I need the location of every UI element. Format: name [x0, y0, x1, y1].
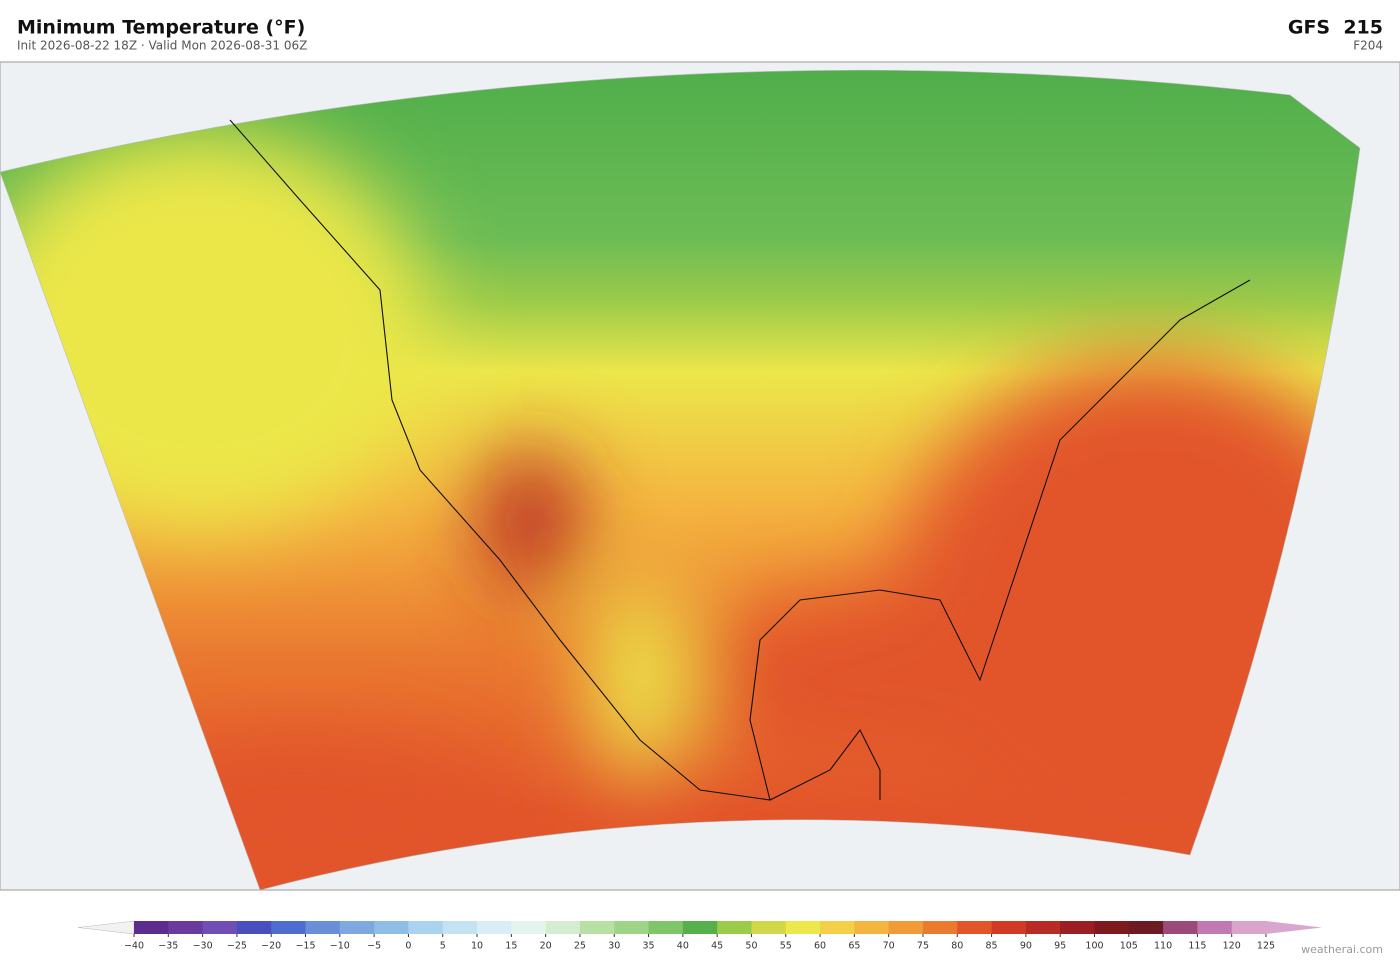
colorbar-tick-label: −25: [227, 941, 247, 952]
colorbar-tick-label: 120: [1223, 941, 1241, 952]
colorbar-bin: [442, 921, 478, 934]
colorbar-tick-label: 115: [1188, 941, 1206, 952]
colorbar-tick-label: 80: [951, 941, 963, 952]
colorbar-tick-label: 95: [1054, 941, 1066, 952]
forecast-hour: F204: [1353, 39, 1383, 53]
colorbar-bin: [511, 921, 547, 934]
colorbar-tick-label: 35: [642, 941, 654, 952]
colorbar-bin: [1197, 921, 1233, 934]
colorbar-tick-label: −20: [261, 941, 281, 952]
colorbar-bin: [854, 921, 890, 934]
credit: weatherai.com: [1301, 943, 1383, 956]
colorbar-bin: [202, 921, 238, 934]
colorbar-bin: [614, 921, 650, 934]
colorbar-bin: [751, 921, 787, 934]
colorbar-extend-high: [1266, 921, 1322, 934]
colorbar-tick-label: 45: [711, 941, 723, 952]
colorbar-bin: [648, 921, 684, 934]
colorbar-tick-label: 15: [505, 941, 517, 952]
colorbar-tick-label: −10: [330, 941, 350, 952]
coastline: [229, 119, 1251, 801]
colorbar-bin: [957, 921, 993, 934]
colorbar-tick-label: 20: [540, 941, 552, 952]
colorbar-tick-label: 110: [1154, 941, 1172, 952]
colorbar-bin: [682, 921, 718, 934]
colorbar-bin: [579, 921, 615, 934]
colorbar-bin: [477, 921, 512, 934]
colorbar-tick-label: −5: [367, 941, 381, 952]
colorbar-bin: [1094, 921, 1130, 934]
colorbar-tick-label: 100: [1085, 941, 1103, 952]
colorbar-bin: [134, 921, 169, 934]
colorbar-bin: [888, 921, 924, 934]
colorbar-tick-label: 85: [986, 941, 998, 952]
colorbar-bin: [545, 921, 581, 934]
colorbar-tick-label: 75: [917, 941, 929, 952]
colorbar-bin: [408, 921, 444, 934]
colorbar-bin: [1231, 921, 1267, 934]
colorbar-tick-label: 60: [814, 941, 826, 952]
colorbar-bin: [1060, 921, 1095, 934]
colorbar-tick-label: −15: [295, 941, 315, 952]
colorbar-tick-label: 65: [848, 941, 860, 952]
colorbar-tick-label: 30: [608, 941, 620, 952]
colorbar-tick-label: 50: [745, 941, 757, 952]
colorbar-bin: [922, 921, 958, 934]
colorbar-tick-label: 70: [883, 941, 895, 952]
colorbar-bin: [991, 921, 1027, 934]
title: Minimum Temperature (°F): [17, 17, 305, 39]
colorbar-bin: [236, 921, 272, 934]
colorbar-tick-label: 55: [780, 941, 792, 952]
colorbar-tick-label: −35: [158, 941, 178, 952]
colorbar-bin: [374, 921, 409, 934]
colorbar-bin: [271, 921, 307, 934]
colorbar-tick-label: 105: [1120, 941, 1138, 952]
colorbar-tick-label: −40: [124, 941, 144, 952]
colorbar-tick-label: 10: [471, 941, 483, 952]
colorbar-extend-low: [77, 920, 135, 935]
colorbar-tick-label: 125: [1257, 941, 1275, 952]
colorbar-bin: [305, 921, 341, 934]
colorbar-bin: [785, 921, 821, 934]
colorbar-bin: [168, 921, 204, 934]
colorbar-bin: [1163, 921, 1198, 934]
colorbar-bin: [339, 921, 375, 934]
colorbar-tick-label: 0: [405, 941, 411, 952]
colorbar-tick-label: 40: [677, 941, 689, 952]
colorbar-tick-label: −30: [193, 941, 213, 952]
colorbar-bin: [820, 921, 855, 934]
colorbar-bin: [1128, 921, 1164, 934]
subtitle: Init 2026-08-22 18Z · Valid Mon 2026-08-…: [17, 39, 307, 53]
colorbar: −40 −35 −30 −25 −20 −15 −10 −5 0 5 10 15 20 25 30 35 40 4…: [77, 920, 1322, 952]
colorbar-bin: [1025, 921, 1061, 934]
colorbar-bin: [717, 921, 752, 934]
colorbar-tick-label: 5: [440, 941, 446, 952]
colorbar-tick-label: 90: [1020, 941, 1032, 952]
model-label: GFS 215: [1288, 17, 1383, 39]
domain-outline: [0, 69, 1361, 891]
colorbar-tick-label: 25: [574, 941, 586, 952]
